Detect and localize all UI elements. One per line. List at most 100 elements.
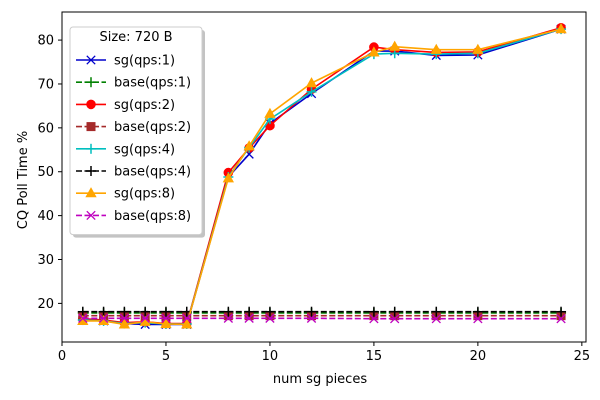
series-5-point-12 [431,306,442,317]
series-7-point-5-stroke-b [182,313,192,323]
legend-marker-5 [86,166,96,176]
y-axis-label: CQ Poll Time % [16,131,31,229]
series-7 [78,313,566,324]
legend-marker-7-stroke-b [86,210,96,221]
legend-item-4: sg(qps:4) [76,142,175,157]
legend-label-3: base(qps:2) [114,120,191,135]
series-7-point-6 [223,313,234,323]
series-5-point-9 [306,306,317,317]
series-5-point-7 [244,306,255,317]
series-5-point-2 [119,306,130,317]
series-7-point-13 [473,314,483,324]
series-5-point-13 [472,306,483,317]
series-7-point-3 [140,313,150,323]
series-6-point-6 [222,172,235,183]
legend-label-6: sg(qps:8) [114,187,175,202]
legend-box [69,26,203,236]
legend-item-2: sg(qps:2) [76,98,175,113]
legend-item-5: base(qps:4) [76,165,191,180]
x-tick-label-4: 20 [470,349,487,364]
legend-marker-0-stroke-b [86,55,96,65]
series-7-point-6-stroke-b [223,313,234,323]
series-6-point-10 [368,46,380,57]
legend-marker-4 [86,143,96,154]
series-1 [77,308,567,319]
series-6-point-8 [264,107,276,118]
x-tick-label-2: 10 [262,349,279,364]
x-tick-label-1: 5 [162,349,170,364]
series-7-point-7-stroke-b [244,313,254,323]
series-6 [77,23,567,329]
series-5-point-11 [389,306,400,317]
legend-marker-7 [86,210,96,221]
series-7-point-12-stroke-b [431,314,441,324]
series-6-point-12 [430,43,442,54]
legend-marker-3 [86,122,96,132]
y-tick-label-4: 60 [37,121,54,136]
series-5-point-14 [556,306,567,317]
series-6-point-7 [243,140,255,151]
legend-marker-0 [86,55,96,65]
legend-label-7: base(qps:8) [114,209,191,224]
series-6-point-11 [389,40,401,51]
series-7-point-9 [306,313,317,323]
series-4-point-9 [306,86,317,97]
series-7-point-11-stroke-b [390,314,400,324]
y-tick-label-0: 20 [37,297,54,312]
series-7-point-4-stroke-b [161,313,171,323]
series-7-point-14-stroke-b [556,314,566,324]
legend-marker-6 [85,187,97,198]
plot-area [77,22,567,330]
legend-label-2: sg(qps:2) [114,98,175,113]
series-7-point-13-stroke-b [473,314,483,324]
series-7-point-9-stroke-b [306,313,317,323]
series-5-point-8 [264,306,275,317]
series-7-point-1-stroke-b [98,313,109,323]
series-7-point-11 [390,314,400,324]
series-7-point-1 [98,313,109,323]
x-tick-label-3: 15 [366,349,383,364]
y-tick-label-6: 80 [37,34,54,49]
series-7-point-4 [161,313,171,323]
series-5-point-6 [223,306,234,317]
y-tick-label-3: 50 [37,165,54,180]
series-7-point-10 [369,314,379,324]
series-6-point-5 [181,318,193,329]
series-6-point-2 [118,318,131,329]
series-6-point-13 [472,43,484,54]
series-7-point-8 [265,313,275,323]
y-tick-label-2: 40 [37,209,54,224]
legend-item-3: base(qps:2) [76,120,191,135]
y-tick-label-1: 30 [37,253,54,268]
series-6-point-9 [305,77,318,88]
series-7-point-0 [78,313,88,323]
series-6-point-14 [555,23,567,34]
axes: 0 5 10 15 20 25 20 30 40 50 60 70 80 [37,11,591,364]
x-tick-label-5: 25 [574,349,591,364]
legend: Size: 720 B sg(qps:1) base(qps:1) sg(qps:2)… [69,26,205,238]
series-7-point-10-stroke-b [369,314,379,324]
series-5-point-4 [160,306,171,317]
legend-label-5: base(qps:4) [114,165,191,180]
axes-frame [61,11,587,343]
legend-title: Size: 720 B [99,30,172,45]
legend-label-4: sg(qps:4) [114,142,175,157]
series-7-point-3-stroke-b [140,313,150,323]
series-5 [77,306,567,317]
legend-item-6: sg(qps:8) [76,187,175,202]
x-axis-label: num sg pieces [273,372,367,387]
legend-label-1: base(qps:1) [114,76,191,91]
legend-item-1: base(qps:1) [76,76,191,91]
series-7-point-0-stroke-b [78,313,88,323]
series-7-point-2-stroke-b [119,313,130,323]
legend-label-0: sg(qps:1) [114,54,175,69]
legend-item-0: sg(qps:1) [76,54,175,69]
x-tick-label-0: 0 [58,349,66,364]
series-7-point-2 [119,313,130,323]
series-7-point-14 [556,314,566,324]
series-7-point-12 [431,314,441,324]
series-7-point-5 [182,313,192,323]
series-7-point-8-stroke-b [265,313,275,323]
legend-item-7: base(qps:8) [76,209,191,224]
